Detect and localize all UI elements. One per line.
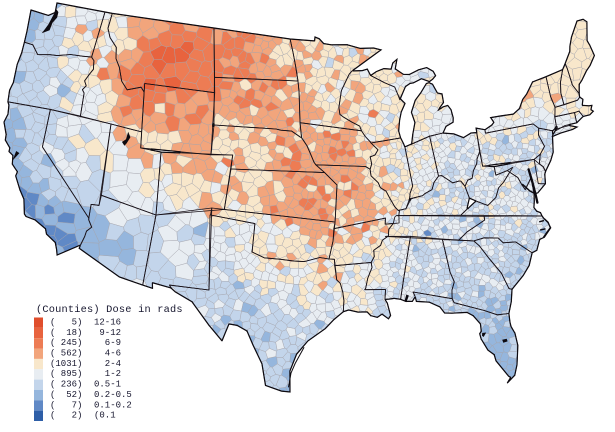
svg-text:2-4: 2-4 bbox=[94, 359, 121, 369]
svg-text:( 895): ( 895) bbox=[50, 369, 82, 379]
svg-text:4-6: 4-6 bbox=[94, 349, 121, 359]
svg-text:(0.1: (0.1 bbox=[94, 411, 116, 421]
svg-text:0.5-1: 0.5-1 bbox=[94, 380, 121, 390]
svg-text:( 245): ( 245) bbox=[50, 338, 82, 348]
svg-text:( 18): ( 18) bbox=[50, 328, 82, 338]
svg-text:9-12: 9-12 bbox=[94, 328, 121, 338]
svg-text:1-2: 1-2 bbox=[94, 369, 121, 379]
svg-text:12-16: 12-16 bbox=[94, 318, 121, 328]
svg-text:(Counties) Dose in rads: (Counties) Dose in rads bbox=[36, 304, 183, 316]
svg-text:( 236): ( 236) bbox=[50, 380, 82, 390]
svg-text:( 562): ( 562) bbox=[50, 349, 82, 359]
svg-text:( 5): ( 5) bbox=[50, 318, 82, 328]
svg-text:( 2): ( 2) bbox=[50, 411, 82, 421]
svg-text:( 52): ( 52) bbox=[50, 390, 82, 400]
svg-text:0.2-0.5: 0.2-0.5 bbox=[94, 390, 132, 400]
svg-text:(1031): (1031) bbox=[50, 359, 82, 369]
svg-text:( 7): ( 7) bbox=[50, 400, 82, 410]
svg-text:6-9: 6-9 bbox=[94, 338, 121, 348]
svg-text:0.1-0.2: 0.1-0.2 bbox=[94, 400, 132, 410]
